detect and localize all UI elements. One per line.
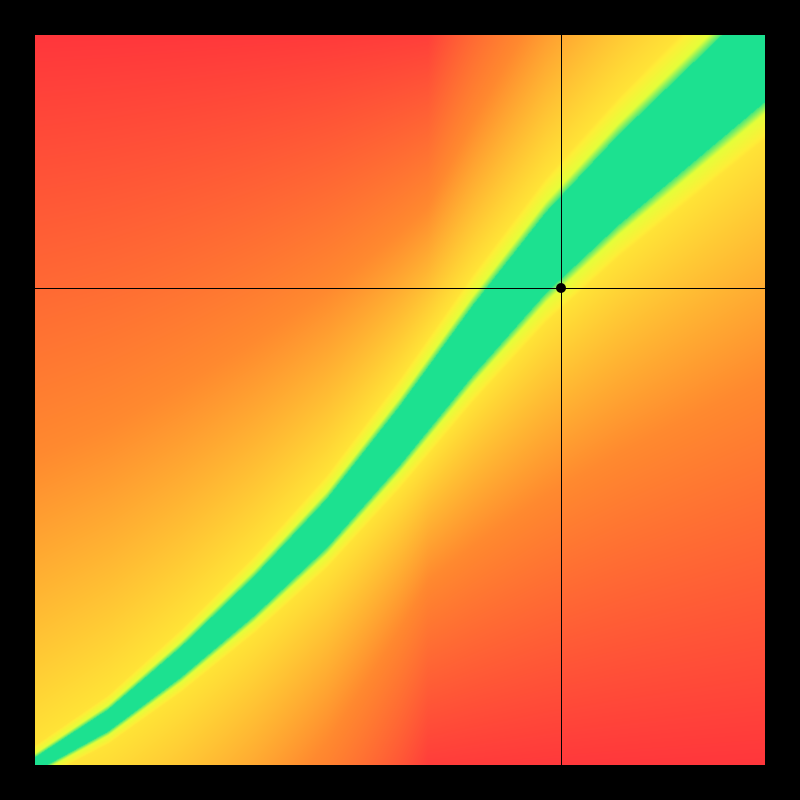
crosshair-marker-dot xyxy=(556,283,566,293)
heatmap-plot-area xyxy=(35,35,765,765)
crosshair-horizontal xyxy=(35,288,765,289)
chart-container: TheBottleneck.com xyxy=(0,0,800,800)
heatmap-canvas xyxy=(35,35,765,765)
watermark-text: TheBottleneck.com xyxy=(569,2,780,28)
crosshair-vertical xyxy=(561,35,562,765)
